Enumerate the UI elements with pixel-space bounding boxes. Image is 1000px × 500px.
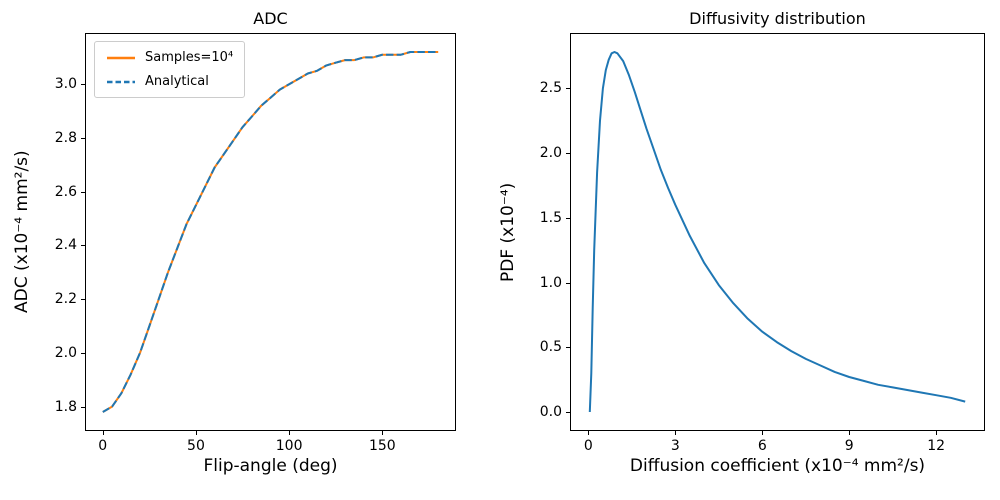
legend-label-analytical: Analytical <box>145 74 209 89</box>
y-tick-mark <box>81 84 85 86</box>
adc-plot-area: Samples=10⁴ Analytical <box>85 33 456 431</box>
y-tick-mark <box>81 137 85 139</box>
y-tick-mark <box>81 245 85 247</box>
y-tick-mark <box>81 191 85 193</box>
x-tick-label: 12 <box>927 438 946 454</box>
x-tick-label: 0 <box>98 438 108 454</box>
legend-item-samples: Samples=10⁴ <box>106 50 233 65</box>
diffusivity-curve <box>588 51 966 413</box>
x-tick-mark <box>588 431 590 435</box>
x-tick-label: 150 <box>368 438 396 454</box>
x-tick-label: 50 <box>187 438 205 454</box>
x-tick-label: 100 <box>275 438 303 454</box>
legend-label-samples: Samples=10⁴ <box>145 50 234 65</box>
y-tick-label: 2.8 <box>54 129 77 146</box>
x-tick-mark <box>195 431 197 435</box>
y-tick-label: 1.8 <box>54 398 77 415</box>
y-tick-label: 2.5 <box>539 80 562 97</box>
series-line <box>588 51 966 413</box>
y-tick-mark <box>81 299 85 301</box>
diffusivity-x-axis-label: Diffusion coefficient (x10⁻⁴ mm²/s) <box>629 456 926 476</box>
y-tick-label: 2.4 <box>54 237 77 254</box>
y-tick-label: 0.0 <box>539 404 562 420</box>
adc-x-axis-label: Flip-angle (deg) <box>203 456 338 476</box>
y-tick-mark <box>81 406 85 408</box>
y-tick-label: 1.0 <box>539 274 562 291</box>
diffusivity-chart-title: Diffusivity distribution <box>689 9 866 28</box>
y-tick-mark <box>566 282 570 284</box>
y-tick-label: 3.0 <box>54 76 77 93</box>
y-tick-label: 2.0 <box>539 145 562 161</box>
x-tick-label: 0 <box>583 438 593 454</box>
x-tick-label: 9 <box>844 438 854 454</box>
y-tick-label: 2.0 <box>54 344 77 361</box>
adc-y-axis-label: ADC (x10⁻⁴ mm²/s) <box>12 150 32 314</box>
y-tick-label: 2.6 <box>54 183 77 200</box>
legend-line-solid <box>107 56 135 59</box>
y-tick-mark <box>81 352 85 354</box>
y-tick-mark <box>566 88 570 90</box>
x-tick-mark <box>849 431 851 435</box>
x-tick-label: 3 <box>670 438 680 454</box>
y-tick-mark <box>566 153 570 154</box>
y-tick-mark <box>566 347 570 349</box>
x-tick-mark <box>382 431 384 435</box>
legend-line-dashed <box>107 80 135 83</box>
y-tick-mark <box>566 412 570 413</box>
x-tick-label: 6 <box>757 438 767 454</box>
x-tick-mark <box>762 431 764 435</box>
diffusivity-plot-area <box>570 33 985 431</box>
y-tick-mark <box>566 217 570 219</box>
adc-chart-title: ADC <box>253 9 288 28</box>
series-line <box>102 51 439 413</box>
x-tick-mark <box>102 431 104 435</box>
y-tick-label: 1.5 <box>539 209 562 226</box>
diffusivity-y-axis-label: PDF (x10⁻⁴) <box>498 182 518 282</box>
legend: Samples=10⁴ Analytical <box>94 41 246 98</box>
adc-curves <box>102 51 439 413</box>
x-tick-mark <box>675 431 677 435</box>
legend-item-analytical: Analytical <box>106 74 233 89</box>
y-tick-label: 0.5 <box>539 339 562 356</box>
y-tick-label: 2.2 <box>54 291 77 308</box>
x-tick-mark <box>936 431 938 435</box>
x-tick-mark <box>289 431 291 435</box>
series-line <box>102 51 439 413</box>
